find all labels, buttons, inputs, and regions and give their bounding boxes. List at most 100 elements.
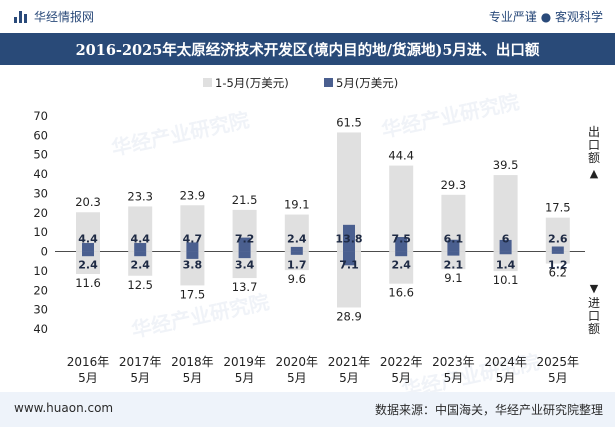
legend-swatch-monthly bbox=[324, 78, 333, 87]
x-tick-label: 2017年 bbox=[119, 355, 162, 369]
footer-source: 数据来源：中国海关，华经产业研究院整理 bbox=[374, 403, 603, 417]
brand: 华经情报网 bbox=[14, 8, 94, 25]
y-tick-label: 50 bbox=[33, 148, 48, 162]
x-tick-label: 5月 bbox=[78, 371, 98, 385]
x-tick-label: 5月 bbox=[339, 371, 359, 385]
footer-site: www.huaon.com bbox=[14, 401, 114, 415]
data-label-export-monthly: 4.4 bbox=[130, 233, 150, 246]
data-label-import-cumulative: 11.6 bbox=[75, 276, 101, 290]
data-label-import-cumulative: 6.2 bbox=[549, 266, 567, 280]
bar-import-monthly bbox=[290, 251, 303, 255]
bar-export-monthly bbox=[186, 242, 199, 252]
legend-label-monthly: 5月(万美元) bbox=[336, 76, 398, 90]
bar-import-monthly bbox=[238, 251, 251, 259]
bar-import-monthly bbox=[186, 251, 199, 259]
data-label-import-cumulative: 9.6 bbox=[288, 272, 306, 286]
data-label-export-monthly: 13.8 bbox=[335, 233, 362, 246]
x-tick-label: 5月 bbox=[548, 371, 568, 385]
bar-export-monthly bbox=[499, 239, 512, 252]
y-tick-label: 60 bbox=[33, 128, 48, 142]
y-tick-label: 10 bbox=[33, 225, 48, 239]
legend-swatch-cumulative bbox=[203, 78, 212, 87]
import-label-char: 额 bbox=[588, 322, 601, 336]
x-tick-label: 2023年 bbox=[432, 355, 475, 369]
import-label-char: 进 bbox=[588, 296, 601, 310]
bar-import-cumulative bbox=[284, 251, 309, 271]
data-label-export-cumulative: 39.5 bbox=[493, 158, 519, 172]
top-bar: 华经情报网 专业严谨 ● 客观科学 bbox=[0, 0, 615, 32]
x-tick-label: 2025年 bbox=[537, 355, 580, 369]
y-tick-label: 20 bbox=[33, 283, 48, 297]
data-label-import-monthly: 1.2 bbox=[548, 259, 568, 272]
x-tick-label: 5月 bbox=[183, 371, 203, 385]
y-tick-label: 20 bbox=[33, 206, 48, 220]
bar-import-cumulative bbox=[545, 251, 570, 264]
bar-export-monthly bbox=[238, 237, 251, 252]
data-label-import-cumulative: 28.9 bbox=[336, 310, 362, 324]
x-tick-label: 5月 bbox=[496, 371, 516, 385]
data-label-import-cumulative: 9.1 bbox=[444, 271, 462, 285]
bar-export-monthly bbox=[395, 237, 408, 252]
up-arrow-icon: ▲ bbox=[589, 167, 599, 180]
data-label-export-cumulative: 20.3 bbox=[75, 195, 101, 209]
x-tick-label: 5月 bbox=[391, 371, 411, 385]
x-tick-label: 2020年 bbox=[276, 355, 319, 369]
data-label-export-monthly: 7.2 bbox=[235, 233, 255, 246]
bar-export-monthly bbox=[343, 224, 355, 252]
bar-export-monthly bbox=[134, 243, 147, 252]
data-label-import-monthly: 1.4 bbox=[496, 259, 516, 272]
bar-export-monthly bbox=[551, 246, 564, 252]
bar-export-cumulative bbox=[545, 217, 570, 252]
bar-import-monthly bbox=[82, 251, 94, 257]
chart-title: 2016-2025年太原经济技术开发区(境内目的地/货源地)5月进、出口额 bbox=[0, 33, 615, 65]
bar-import-monthly bbox=[134, 251, 147, 257]
data-label-import-cumulative: 10.1 bbox=[493, 273, 519, 287]
data-label-export-cumulative: 21.5 bbox=[232, 193, 258, 207]
bar-import-cumulative bbox=[76, 251, 100, 275]
data-label-import-monthly: 7.1 bbox=[339, 259, 359, 272]
export-axis-label: 出 口 额 ▲ bbox=[588, 126, 601, 181]
bar-export-monthly bbox=[290, 246, 303, 252]
bar-export-cumulative bbox=[284, 214, 309, 252]
down-arrow-icon: ▼ bbox=[589, 282, 599, 295]
data-label-import-monthly: 2.4 bbox=[78, 259, 98, 272]
data-label-export-cumulative: 19.1 bbox=[284, 198, 310, 212]
data-label-export-monthly: 6 bbox=[502, 233, 510, 246]
data-label-import-cumulative: 17.5 bbox=[180, 287, 206, 301]
data-label-export-monthly: 4.4 bbox=[78, 233, 98, 246]
bar-import-monthly bbox=[343, 251, 355, 266]
data-label-export-cumulative: 29.3 bbox=[441, 178, 467, 192]
x-tick-label: 5月 bbox=[287, 371, 307, 385]
y-tick-label: 30 bbox=[33, 186, 48, 200]
x-tick-label: 2018年 bbox=[171, 355, 214, 369]
data-label-export-cumulative: 17.5 bbox=[545, 201, 571, 215]
data-label-import-monthly: 2.4 bbox=[130, 259, 150, 272]
bar-import-monthly bbox=[551, 251, 564, 254]
import-axis-label: ▼ 进 口 额 bbox=[588, 282, 600, 336]
x-tick-label: 2021年 bbox=[328, 355, 371, 369]
bar-import-cumulative bbox=[389, 251, 414, 284]
legend-label-cumulative: 1-5月(万美元) bbox=[215, 76, 289, 90]
data-label-import-cumulative: 13.7 bbox=[232, 280, 258, 294]
data-label-export-cumulative: 61.5 bbox=[336, 115, 362, 129]
data-label-import-monthly: 2.4 bbox=[391, 259, 411, 272]
bar-import-monthly bbox=[499, 251, 512, 255]
y-tick-label: 70 bbox=[33, 109, 48, 123]
data-label-export-monthly: 7.5 bbox=[391, 233, 411, 246]
bar-chart: 1-5月(万美元) 5月(万美元) 70 60 50 40 30 20 10 0 10 20 30 40 2… bbox=[33, 76, 585, 385]
footer: www.huaon.com 数据来源：中国海关，华经产业研究院整理 bbox=[0, 392, 615, 427]
x-tick-label: 5月 bbox=[130, 371, 150, 385]
data-label-import-cumulative: 12.5 bbox=[127, 278, 153, 292]
brand-name: 华经情报网 bbox=[34, 10, 95, 24]
bar-logo-icon bbox=[14, 10, 28, 23]
bar-export-monthly bbox=[447, 239, 460, 252]
x-tick-label: 2022年 bbox=[380, 355, 423, 369]
data-label-export-monthly: 2.6 bbox=[548, 233, 568, 246]
y-tick-label: 40 bbox=[33, 322, 48, 336]
data-label-export-cumulative: 23.3 bbox=[127, 189, 153, 203]
y-tick-label: 30 bbox=[33, 303, 48, 317]
data-label-import-monthly: 1.7 bbox=[287, 259, 307, 272]
x-tick-label: 5月 bbox=[444, 371, 464, 385]
bar-import-cumulative bbox=[493, 251, 518, 272]
export-label-char: 额 bbox=[588, 151, 601, 165]
